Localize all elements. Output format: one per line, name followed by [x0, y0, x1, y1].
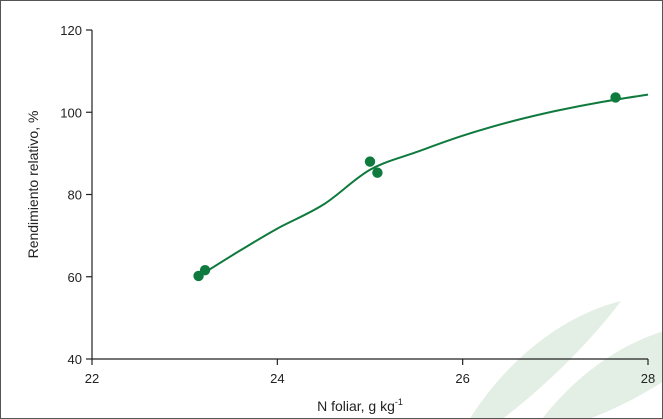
x-axis-title: N foliar, g kg-1	[317, 397, 403, 414]
data-point	[364, 156, 376, 167]
y-axis-title: Rendimiento relativo, %	[25, 111, 41, 259]
data-point	[199, 264, 211, 276]
fit-curve	[202, 93, 649, 275]
x-tick-label: 26	[455, 371, 469, 386]
y-tick-label: 40	[68, 352, 82, 367]
watermark-leaves	[470, 301, 662, 418]
data-points	[193, 92, 621, 282]
y-tick-label: 120	[60, 23, 82, 38]
x-axis-title-superscript: -1	[395, 397, 403, 407]
x-axis-title-text: N foliar, g kg	[317, 398, 395, 414]
data-point	[372, 167, 383, 178]
axes	[91, 30, 648, 360]
data-point	[610, 92, 621, 103]
y-tick-label: 80	[68, 188, 82, 203]
x-tick-label: 28	[641, 371, 655, 386]
x-tick-label: 24	[270, 371, 284, 386]
x-ticks: 22 24 26 28	[85, 359, 655, 386]
watermark-leaf-2	[542, 331, 662, 418]
y-tick-label: 60	[68, 270, 82, 285]
x-tick-label: 22	[85, 371, 99, 386]
y-ticks: 40 60 80 100 120	[60, 23, 92, 367]
y-tick-label: 100	[60, 105, 82, 120]
